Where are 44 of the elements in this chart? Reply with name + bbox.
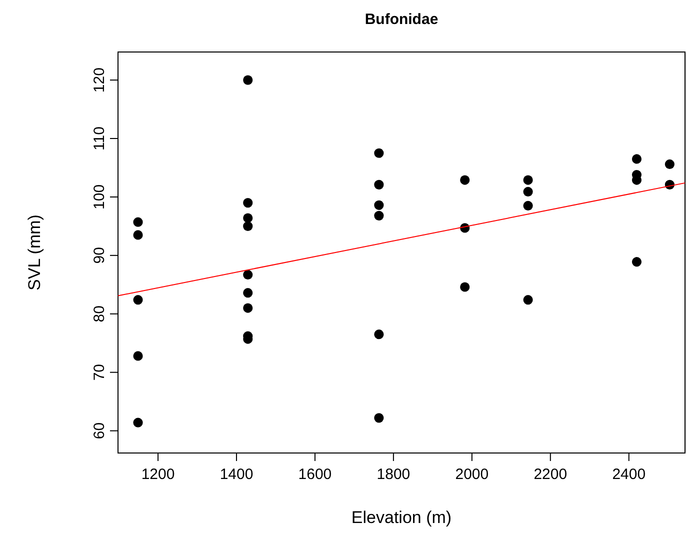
y-tick-label: 90 bbox=[91, 247, 108, 264]
x-tick-label: 2200 bbox=[534, 466, 568, 483]
x-tick-label: 1200 bbox=[141, 466, 175, 483]
y-tick-label: 120 bbox=[91, 68, 108, 93]
y-axis-title: SVL (mm) bbox=[25, 214, 44, 290]
point bbox=[374, 180, 384, 190]
point bbox=[523, 186, 533, 197]
point bbox=[133, 351, 143, 361]
x-tick-label: 2400 bbox=[612, 466, 646, 483]
y-tick-label: 100 bbox=[91, 184, 108, 210]
x-tick-label: 1800 bbox=[376, 466, 410, 483]
point bbox=[243, 213, 253, 223]
point bbox=[243, 221, 253, 231]
y-tick-label: 80 bbox=[91, 306, 108, 322]
point bbox=[664, 159, 674, 170]
point bbox=[133, 418, 143, 428]
point bbox=[523, 295, 533, 305]
point bbox=[374, 210, 384, 220]
chart-title: Bufonidae bbox=[364, 11, 438, 28]
point bbox=[374, 200, 384, 210]
point bbox=[523, 200, 533, 211]
point bbox=[374, 148, 384, 158]
point bbox=[374, 330, 384, 340]
x-axis-title: Elevation (m) bbox=[351, 508, 452, 527]
point bbox=[460, 175, 470, 185]
point bbox=[632, 257, 642, 267]
x-tick-label: 1600 bbox=[298, 466, 332, 483]
point bbox=[523, 175, 533, 185]
point bbox=[133, 230, 143, 240]
point bbox=[243, 288, 253, 298]
point bbox=[460, 282, 470, 292]
point bbox=[243, 270, 253, 280]
point bbox=[374, 413, 384, 423]
point bbox=[243, 198, 253, 208]
x-tick-label: 1400 bbox=[220, 466, 254, 483]
point bbox=[133, 295, 143, 305]
y-tick-label: 70 bbox=[91, 364, 108, 381]
y-tick-label: 60 bbox=[91, 422, 108, 440]
point bbox=[243, 75, 253, 85]
y-tick-label: 110 bbox=[91, 126, 108, 150]
x-tick-label: 2000 bbox=[455, 466, 489, 483]
point bbox=[133, 217, 143, 227]
point bbox=[632, 154, 642, 164]
point bbox=[243, 303, 253, 313]
